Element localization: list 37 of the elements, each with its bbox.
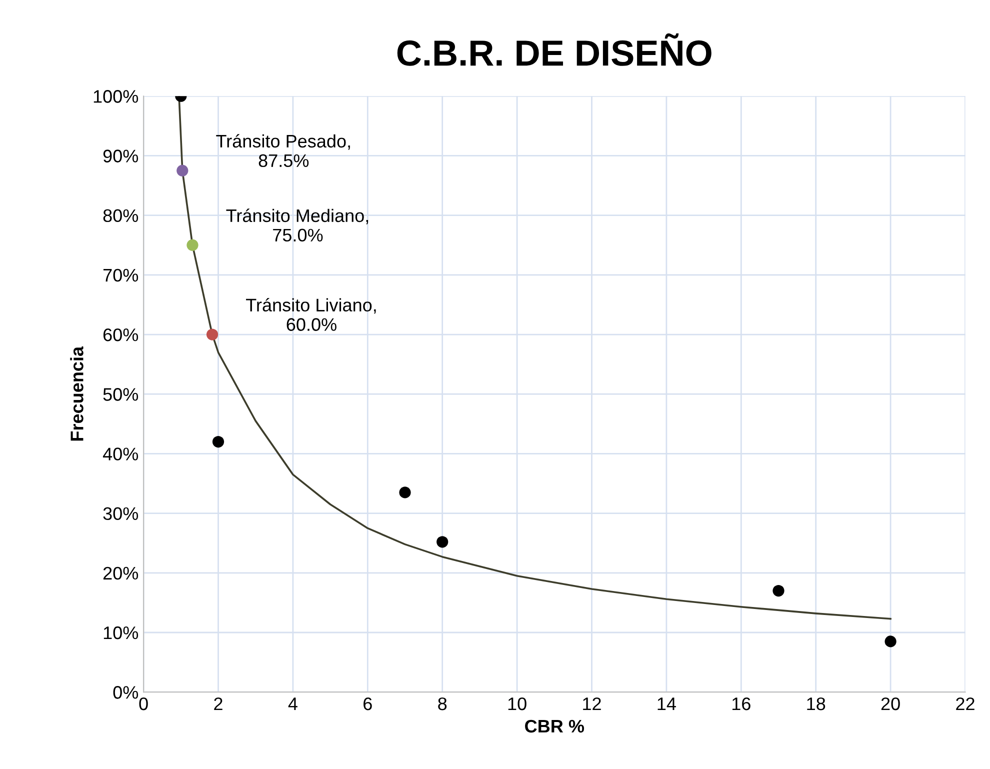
point <box>884 636 896 648</box>
point <box>399 486 411 498</box>
x-tick-label: 16 <box>732 697 750 710</box>
x-axis-title: CBR % <box>525 720 584 733</box>
y-tick-label: 50% <box>103 388 138 401</box>
x-tick-label: 8 <box>438 697 447 710</box>
chart-title: C.B.R. DE DISEÑO <box>397 33 712 66</box>
x-tick-label: 2 <box>214 697 222 710</box>
y-tick-label: 70% <box>103 268 138 282</box>
point <box>212 436 224 448</box>
point <box>436 536 448 548</box>
y-tick-label: 30% <box>103 507 138 520</box>
y-tick-label: 60% <box>103 328 138 342</box>
x-tick-label: 20 <box>881 697 900 710</box>
y-tick-label: 10% <box>104 626 138 640</box>
annotation: Tránsito Mediano, 75.0% <box>226 208 368 242</box>
y-tick-label: 90% <box>103 150 138 162</box>
point <box>206 328 218 340</box>
y-tick-label: 40% <box>102 448 138 460</box>
x-tick-label: 10 <box>508 697 526 710</box>
point <box>176 164 188 176</box>
y-tick-label: 100% <box>94 90 138 103</box>
annotation: Tránsito Pesado, 87.5% <box>216 134 350 168</box>
x-tick-label: 0 <box>139 697 148 710</box>
annotation: Tránsito Liviano, 60.0% <box>246 298 376 331</box>
y-tick-label: 20% <box>103 566 138 580</box>
x-tick-label: 6 <box>364 697 372 710</box>
x-tick-label: 4 <box>288 698 298 710</box>
x-tick-label: 12 <box>583 697 601 710</box>
x-tick-label: 14 <box>658 698 676 710</box>
y-axis-title: Frecuencia <box>70 346 84 441</box>
x-tick-label: 22 <box>956 697 974 710</box>
point <box>186 239 198 251</box>
y-tick-label: 80% <box>103 209 138 222</box>
point <box>772 584 784 597</box>
x-tick-label: 18 <box>807 697 826 710</box>
y-tick-label: 0% <box>113 686 138 699</box>
